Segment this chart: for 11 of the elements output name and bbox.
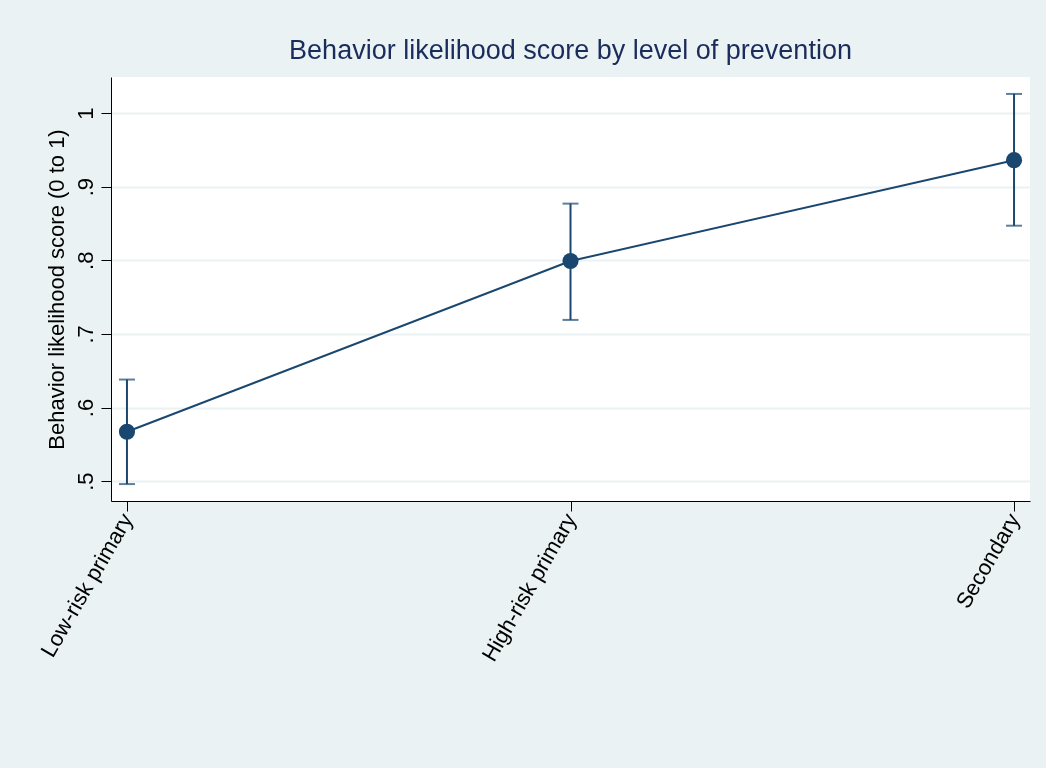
point xyxy=(1005,152,1023,169)
y-tick-label: .5 xyxy=(72,472,98,491)
y-tick-label: .6 xyxy=(72,398,98,418)
y-tick-label: 1 xyxy=(72,107,98,120)
y-tick-label: .7 xyxy=(72,325,98,344)
y-tick-label: .8 xyxy=(72,251,98,270)
point xyxy=(562,252,579,270)
chart-title: Behavior likelihood score by level of prevention xyxy=(289,35,852,65)
y-axis-title: Behavior likelihood score (0 to 1) xyxy=(43,129,69,450)
y-tick-label: .9 xyxy=(72,178,98,197)
point xyxy=(118,423,136,440)
